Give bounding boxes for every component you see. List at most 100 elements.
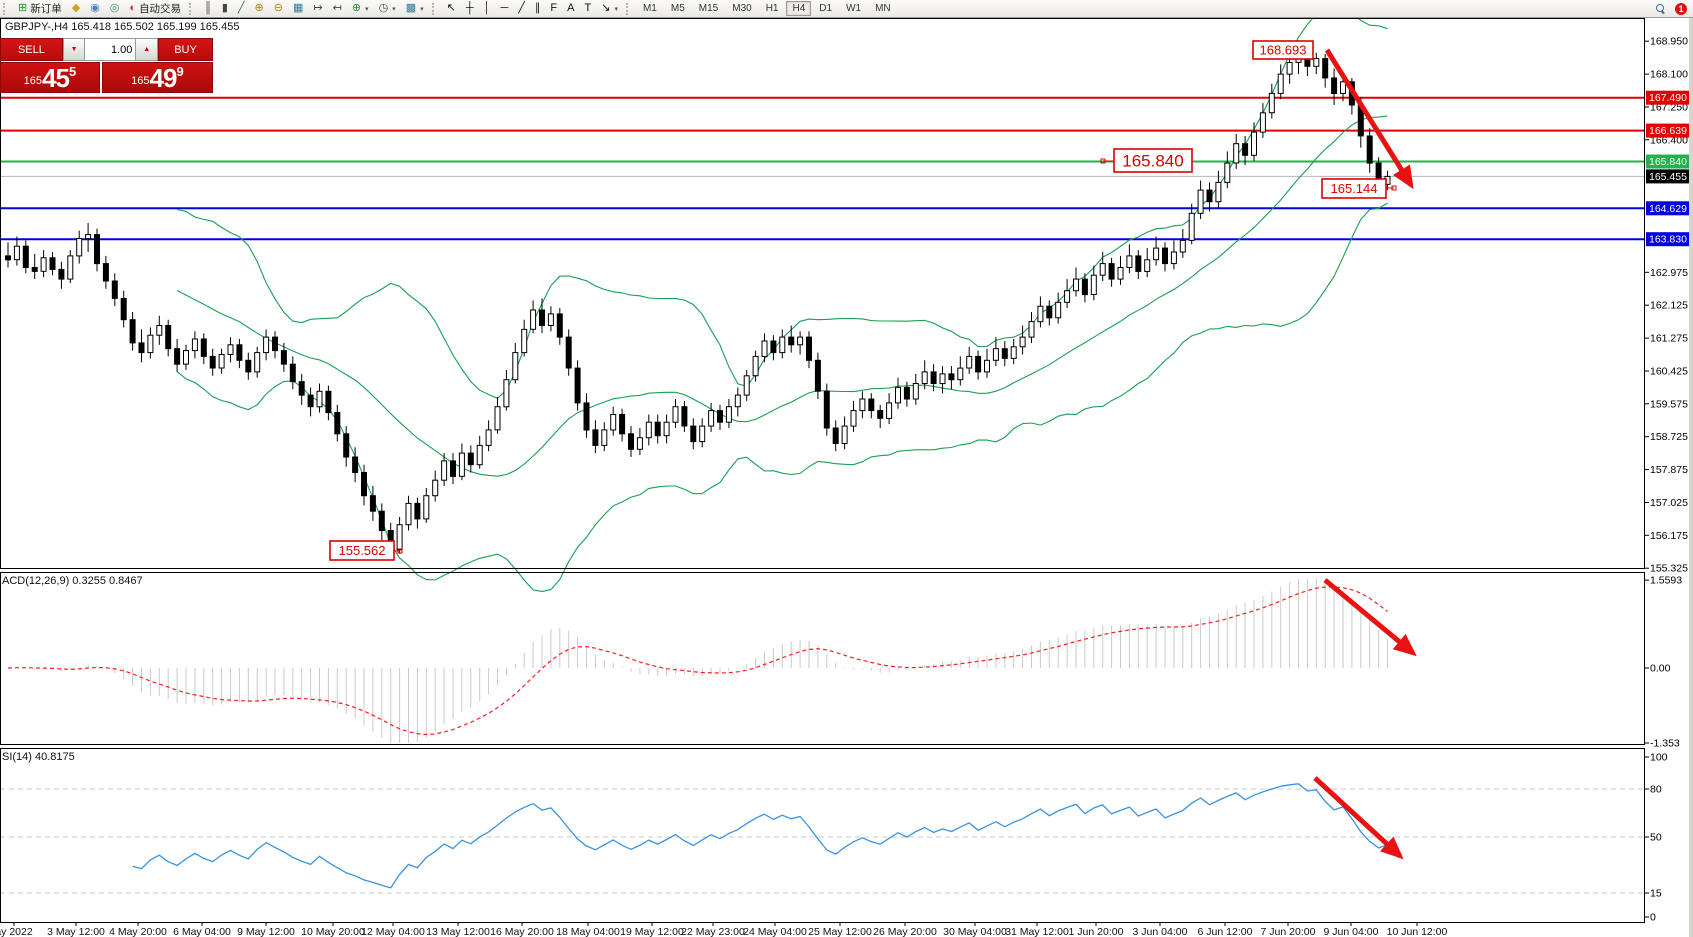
svg-text:50: 50 bbox=[1650, 832, 1662, 844]
trendline-icon: ╱ bbox=[518, 2, 525, 14]
line-chart-icon: ╱ bbox=[237, 2, 245, 14]
toolbar-grip[interactable] bbox=[3, 2, 10, 15]
volume-increase-button[interactable]: ▲ bbox=[135, 38, 159, 61]
svg-text:156.175: 156.175 bbox=[1650, 530, 1688, 542]
timeframe-button-m30[interactable]: M30 bbox=[732, 3, 752, 14]
svg-text:165.455: 165.455 bbox=[1649, 171, 1687, 183]
label-button[interactable]: T bbox=[580, 0, 597, 17]
svg-text:7 Jun 20:00: 7 Jun 20:00 bbox=[1261, 926, 1316, 937]
sell-price-point: 5 bbox=[68, 64, 77, 79]
svg-text:15: 15 bbox=[1650, 888, 1662, 900]
text-button[interactable]: A bbox=[562, 0, 579, 17]
timeframe-button-m1[interactable]: M1 bbox=[642, 3, 657, 14]
svg-text:0.00: 0.00 bbox=[1650, 663, 1671, 675]
price-badges: 167.490 166.639 165.840 165.455 164.629 163.8… bbox=[1646, 90, 1691, 247]
timeframe-button-m15[interactable]: M15 bbox=[698, 3, 719, 14]
buy-price-display[interactable]: 165 49 9 bbox=[101, 62, 213, 93]
svg-text:25 May 12:00: 25 May 12:00 bbox=[808, 926, 872, 937]
svg-text:155.325: 155.325 bbox=[1650, 563, 1688, 575]
svg-text:16 May 20:00: 16 May 20:00 bbox=[490, 926, 554, 937]
sell-price-pips: 45 bbox=[42, 63, 70, 93]
notification-badge[interactable]: 1 bbox=[1675, 2, 1687, 15]
chart-tools-group: ║ ▮ ╱ ⊕ ⊖ ▦ ↦ ↤ ⊕ ▾ ◷ ▾ ▩ ▾ bbox=[199, 0, 429, 17]
svg-text:164.629: 164.629 bbox=[1649, 203, 1687, 215]
svg-text:167.490: 167.490 bbox=[1649, 92, 1687, 104]
indicators-icon: ⊕ bbox=[351, 2, 362, 14]
vline-button[interactable]: │ bbox=[479, 0, 496, 17]
zoom-in-icon: ⊕ bbox=[254, 2, 264, 14]
svg-text:100: 100 bbox=[1650, 752, 1668, 764]
svg-text:0: 0 bbox=[1650, 912, 1656, 924]
timeframe-button-h4[interactable]: H4 bbox=[786, 1, 812, 16]
svg-text:1.5593: 1.5593 bbox=[1650, 575, 1682, 587]
svg-text:6 Jun 12:00: 6 Jun 12:00 bbox=[1198, 926, 1253, 937]
svg-text:158.725: 158.725 bbox=[1650, 431, 1688, 443]
volume-input[interactable] bbox=[85, 38, 136, 61]
svg-text:ay 2022: ay 2022 bbox=[0, 926, 33, 937]
label-icon: T bbox=[584, 2, 592, 14]
signal-button[interactable]: ◎ bbox=[105, 0, 125, 17]
svg-text:165.840: 165.840 bbox=[1649, 156, 1687, 168]
auto-scroll-icon: ↦ bbox=[313, 2, 323, 14]
buy-price-figure: 165 bbox=[131, 75, 150, 87]
timeframe-button-h1[interactable]: H1 bbox=[765, 3, 779, 14]
svg-text:10 Jun 12:00: 10 Jun 12:00 bbox=[1387, 926, 1448, 937]
buy-button[interactable]: BUY bbox=[158, 38, 213, 61]
timeframe-button-m5[interactable]: M5 bbox=[670, 3, 685, 14]
new-order-label: 新订单 bbox=[30, 3, 62, 15]
candlestick-button[interactable]: ▮ bbox=[217, 0, 233, 17]
zoom-in-button[interactable]: ⊕ bbox=[250, 0, 269, 17]
svg-text:161.275: 161.275 bbox=[1650, 333, 1688, 345]
search-icon[interactable] bbox=[1656, 4, 1665, 15]
trend-arrows bbox=[1313, 48, 1417, 860]
fibonacci-icon: F bbox=[550, 2, 558, 14]
fibonacci-button[interactable]: F bbox=[545, 0, 562, 17]
sell-price-display[interactable]: 165 45 5 bbox=[0, 62, 100, 93]
sell-button[interactable]: SELL bbox=[0, 38, 63, 61]
zoom-out-button[interactable]: ⊖ bbox=[269, 0, 288, 17]
line-chart-button[interactable]: ╱ bbox=[233, 0, 250, 17]
hline-icon: ─ bbox=[500, 2, 509, 14]
periods-button[interactable]: ◷ ▾ bbox=[374, 0, 401, 17]
svg-text:9 May 12:00: 9 May 12:00 bbox=[237, 926, 295, 937]
svg-text:157.025: 157.025 bbox=[1650, 497, 1688, 509]
bucket-button[interactable]: ◆ bbox=[67, 0, 85, 17]
svg-text:168.950: 168.950 bbox=[1650, 36, 1688, 48]
svg-text:13 May 12:00: 13 May 12:00 bbox=[426, 926, 490, 937]
svg-text:3 Jun 04:00: 3 Jun 04:00 bbox=[1133, 926, 1188, 937]
price-axis: 168.950168.100167.250166.400162.975162.1… bbox=[1645, 36, 1688, 575]
arrows-button[interactable]: ↘ ▾ bbox=[596, 0, 623, 17]
timeframe-button-d1[interactable]: D1 bbox=[819, 3, 833, 14]
cursor-button[interactable]: ↖ bbox=[442, 0, 461, 17]
bar-chart-button[interactable]: ║ bbox=[199, 0, 217, 17]
svg-text:9 Jun 04:00: 9 Jun 04:00 bbox=[1324, 926, 1379, 937]
messenger-button[interactable]: ◉ bbox=[85, 0, 105, 17]
crosshair-button[interactable]: ┼ bbox=[461, 0, 479, 17]
auto-scroll-button[interactable]: ↦ bbox=[308, 0, 327, 17]
autotrade-button[interactable]: ◐ 自动交易 bbox=[124, 0, 186, 17]
templates-button[interactable]: ▩ ▾ bbox=[401, 0, 429, 17]
toolbar-grip[interactable] bbox=[189, 2, 196, 15]
tile-windows-button[interactable]: ▦ bbox=[288, 0, 308, 17]
svg-text:22 May 23:00: 22 May 23:00 bbox=[681, 926, 745, 937]
volume-decrease-button[interactable]: ▼ bbox=[62, 38, 86, 61]
candles-layer bbox=[5, 51, 1391, 560]
new-order-button[interactable]: ⊞ 新订单 bbox=[13, 0, 67, 17]
timeframe-button-mn[interactable]: MN bbox=[875, 3, 891, 14]
svg-text:4 May 20:00: 4 May 20:00 bbox=[109, 926, 167, 937]
timeframe-button-w1[interactable]: W1 bbox=[846, 3, 862, 14]
macd-signal-line bbox=[7, 586, 1388, 736]
bucket-icon: ◆ bbox=[71, 2, 81, 14]
indicators-button[interactable]: ⊕ ▾ bbox=[347, 0, 374, 17]
channel-button[interactable]: ∥ bbox=[530, 0, 546, 17]
trendline-button[interactable]: ╱ bbox=[513, 0, 530, 17]
chart-shift-button[interactable]: ↤ bbox=[328, 0, 347, 17]
toolbar-grip[interactable] bbox=[431, 2, 439, 15]
toolbar-grip[interactable] bbox=[625, 2, 633, 15]
rsi-indicator-label: SI(14) 40.8175 bbox=[2, 751, 75, 763]
svg-text:10 May 20:00: 10 May 20:00 bbox=[301, 926, 365, 937]
hline-button[interactable]: ─ bbox=[496, 0, 514, 17]
draw-tools-group: ↖ ┼ │ ─ ╱ ∥ F A T ↘ ▾ bbox=[442, 0, 623, 17]
